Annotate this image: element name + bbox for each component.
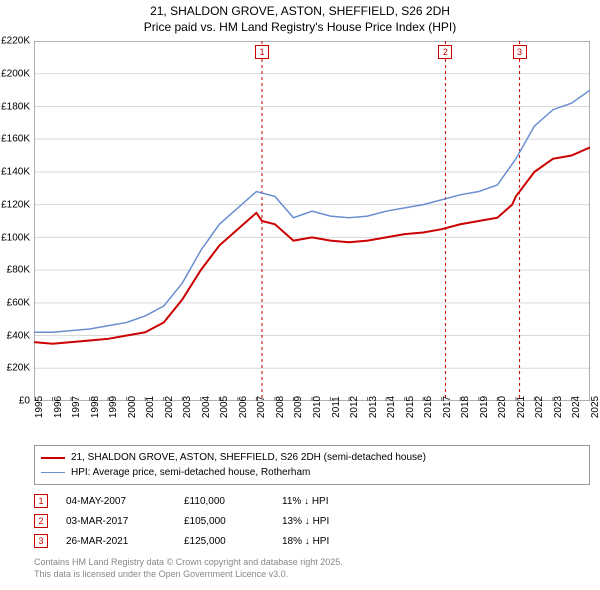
- x-tick-label: 1999: [108, 396, 119, 418]
- legend-swatch: [41, 457, 65, 459]
- x-tick-label: 2012: [349, 396, 360, 418]
- y-tick-label: £200K: [1, 68, 30, 79]
- x-tick-label: 2024: [571, 396, 582, 418]
- event-date: 04-MAY-2007: [66, 496, 166, 507]
- x-tick-label: 2002: [164, 396, 175, 418]
- legend-label: HPI: Average price, semi-detached house,…: [71, 465, 310, 480]
- event-marker: 2: [34, 514, 48, 528]
- event-hpi-delta: 11% ↓ HPI: [282, 496, 372, 507]
- x-tick-label: 2018: [460, 396, 471, 418]
- y-tick-label: £0: [19, 396, 30, 407]
- y-tick-label: £80K: [7, 265, 30, 276]
- y-axis-labels: £0£20K£40K£60K£80K£100K£120K£140K£160K£1…: [0, 41, 32, 401]
- x-tick-label: 1996: [53, 396, 64, 418]
- x-tick-label: 2001: [145, 396, 156, 418]
- x-tick-label: 2016: [423, 396, 434, 418]
- title-line-2: Price paid vs. HM Land Registry's House …: [0, 20, 600, 36]
- event-marker: 1: [34, 494, 48, 508]
- x-tick-label: 2003: [182, 396, 193, 418]
- chart-marker: 1: [255, 45, 269, 59]
- footer-line: This data is licensed under the Open Gov…: [34, 569, 590, 581]
- x-tick-label: 2022: [534, 396, 545, 418]
- x-tick-label: 2014: [386, 396, 397, 418]
- chart-area: £0£20K£40K£60K£80K£100K£120K£140K£160K£1…: [34, 41, 590, 401]
- legend-label: 21, SHALDON GROVE, ASTON, SHEFFIELD, S26…: [71, 450, 426, 465]
- event-date: 26-MAR-2021: [66, 536, 166, 547]
- y-tick-label: £220K: [1, 36, 30, 47]
- x-tick-label: 2019: [479, 396, 490, 418]
- x-axis-labels: 1995199619971998199920002001200220032004…: [34, 403, 590, 439]
- x-tick-label: 2000: [127, 396, 138, 418]
- y-tick-label: £180K: [1, 101, 30, 112]
- y-tick-label: £160K: [1, 134, 30, 145]
- x-tick-label: 2008: [275, 396, 286, 418]
- event-hpi-delta: 18% ↓ HPI: [282, 536, 372, 547]
- footer-attribution: Contains HM Land Registry data © Crown c…: [34, 557, 590, 580]
- x-tick-label: 2006: [238, 396, 249, 418]
- chart-marker: 2: [438, 45, 452, 59]
- event-row: 3 26-MAR-2021 £125,000 18% ↓ HPI: [34, 531, 590, 551]
- y-tick-label: £100K: [1, 232, 30, 243]
- legend: 21, SHALDON GROVE, ASTON, SHEFFIELD, S26…: [34, 445, 590, 485]
- event-row: 2 03-MAR-2017 £105,000 13% ↓ HPI: [34, 511, 590, 531]
- x-tick-label: 2009: [293, 396, 304, 418]
- x-tick-label: 2020: [497, 396, 508, 418]
- x-tick-label: 2011: [331, 396, 342, 418]
- y-tick-label: £120K: [1, 199, 30, 210]
- y-tick-label: £20K: [7, 363, 30, 374]
- y-tick-label: £40K: [7, 330, 30, 341]
- y-tick-label: £60K: [7, 298, 30, 309]
- x-tick-label: 2013: [368, 396, 379, 418]
- chart-title: 21, SHALDON GROVE, ASTON, SHEFFIELD, S26…: [0, 0, 600, 35]
- x-tick-label: 2025: [590, 396, 600, 418]
- x-tick-label: 2005: [219, 396, 230, 418]
- x-tick-label: 2010: [312, 396, 323, 418]
- x-tick-label: 1995: [34, 396, 45, 418]
- event-price: £125,000: [184, 536, 264, 547]
- x-tick-label: 2017: [442, 396, 453, 418]
- chart-marker: 3: [513, 45, 527, 59]
- legend-swatch: [41, 472, 65, 473]
- x-tick-label: 2015: [405, 396, 416, 418]
- footer-line: Contains HM Land Registry data © Crown c…: [34, 557, 590, 569]
- title-line-1: 21, SHALDON GROVE, ASTON, SHEFFIELD, S26…: [0, 4, 600, 20]
- event-date: 03-MAR-2017: [66, 516, 166, 527]
- event-price: £110,000: [184, 496, 264, 507]
- x-tick-label: 1997: [71, 396, 82, 418]
- x-tick-label: 2023: [553, 396, 564, 418]
- event-marker: 3: [34, 534, 48, 548]
- x-tick-label: 1998: [90, 396, 101, 418]
- x-tick-label: 2007: [256, 396, 267, 418]
- x-tick-label: 2021: [516, 396, 527, 418]
- event-price: £105,000: [184, 516, 264, 527]
- event-list: 1 04-MAY-2007 £110,000 11% ↓ HPI 2 03-MAR-201…: [34, 491, 590, 551]
- event-hpi-delta: 13% ↓ HPI: [282, 516, 372, 527]
- y-tick-label: £140K: [1, 167, 30, 178]
- legend-item: 21, SHALDON GROVE, ASTON, SHEFFIELD, S26…: [41, 450, 583, 465]
- line-chart: [34, 41, 590, 401]
- x-tick-label: 2004: [201, 396, 212, 418]
- legend-item: HPI: Average price, semi-detached house,…: [41, 465, 583, 480]
- event-row: 1 04-MAY-2007 £110,000 11% ↓ HPI: [34, 491, 590, 511]
